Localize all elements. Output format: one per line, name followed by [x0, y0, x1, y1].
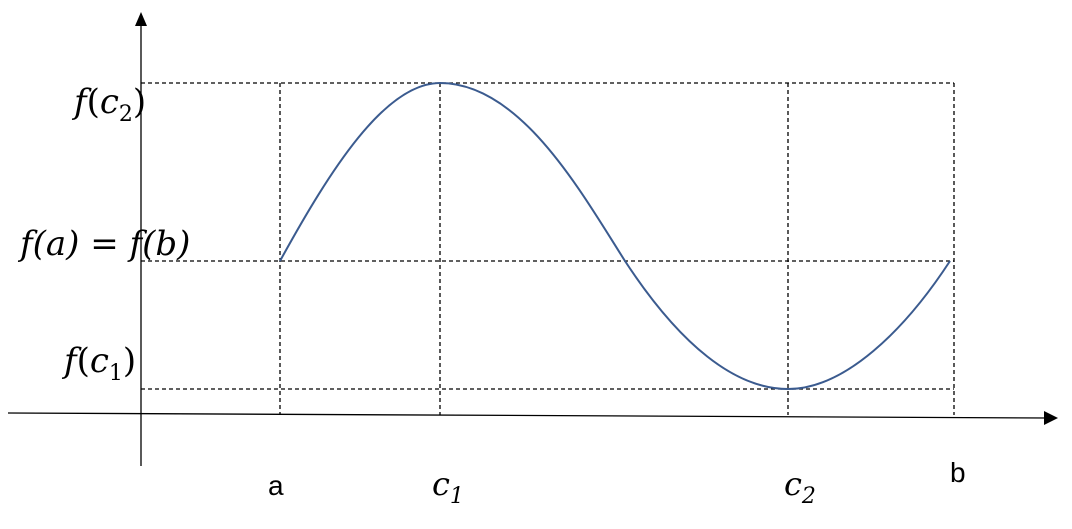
y-axis-arrow: [135, 12, 147, 26]
label-f-c1: f(c1): [61, 341, 136, 386]
label-x-c1-sub: 1: [450, 484, 464, 509]
label-x-c2: c2: [784, 465, 816, 509]
label-f-c2-sub: 2: [119, 102, 133, 127]
label-x-c2-sub: 2: [801, 484, 816, 509]
label-x-b: b: [950, 457, 966, 488]
x-axis-arrow: [1044, 411, 1058, 425]
label-f-c1-var: c: [90, 341, 109, 381]
label-f-c1-open: (: [77, 341, 90, 381]
label-x-c1-var: c: [432, 465, 450, 503]
label-x-a: a: [268, 470, 284, 501]
label-f-c2-var: c: [100, 82, 119, 122]
label-x-c1: c1: [432, 465, 464, 509]
label-f-c1-close: ): [123, 341, 136, 381]
label-f-a-eq-f-b: f(a) = f(b): [17, 224, 190, 264]
label-f-c2-close: ): [133, 82, 146, 122]
label-f-c1-sub: 1: [109, 361, 123, 386]
label-f-c2-open: (: [87, 82, 100, 122]
x-axis: [7, 412, 1049, 419]
label-f-c2: f(c2): [71, 82, 146, 127]
label-x-c2-var: c: [784, 465, 802, 503]
function-curve: [279, 81, 951, 391]
